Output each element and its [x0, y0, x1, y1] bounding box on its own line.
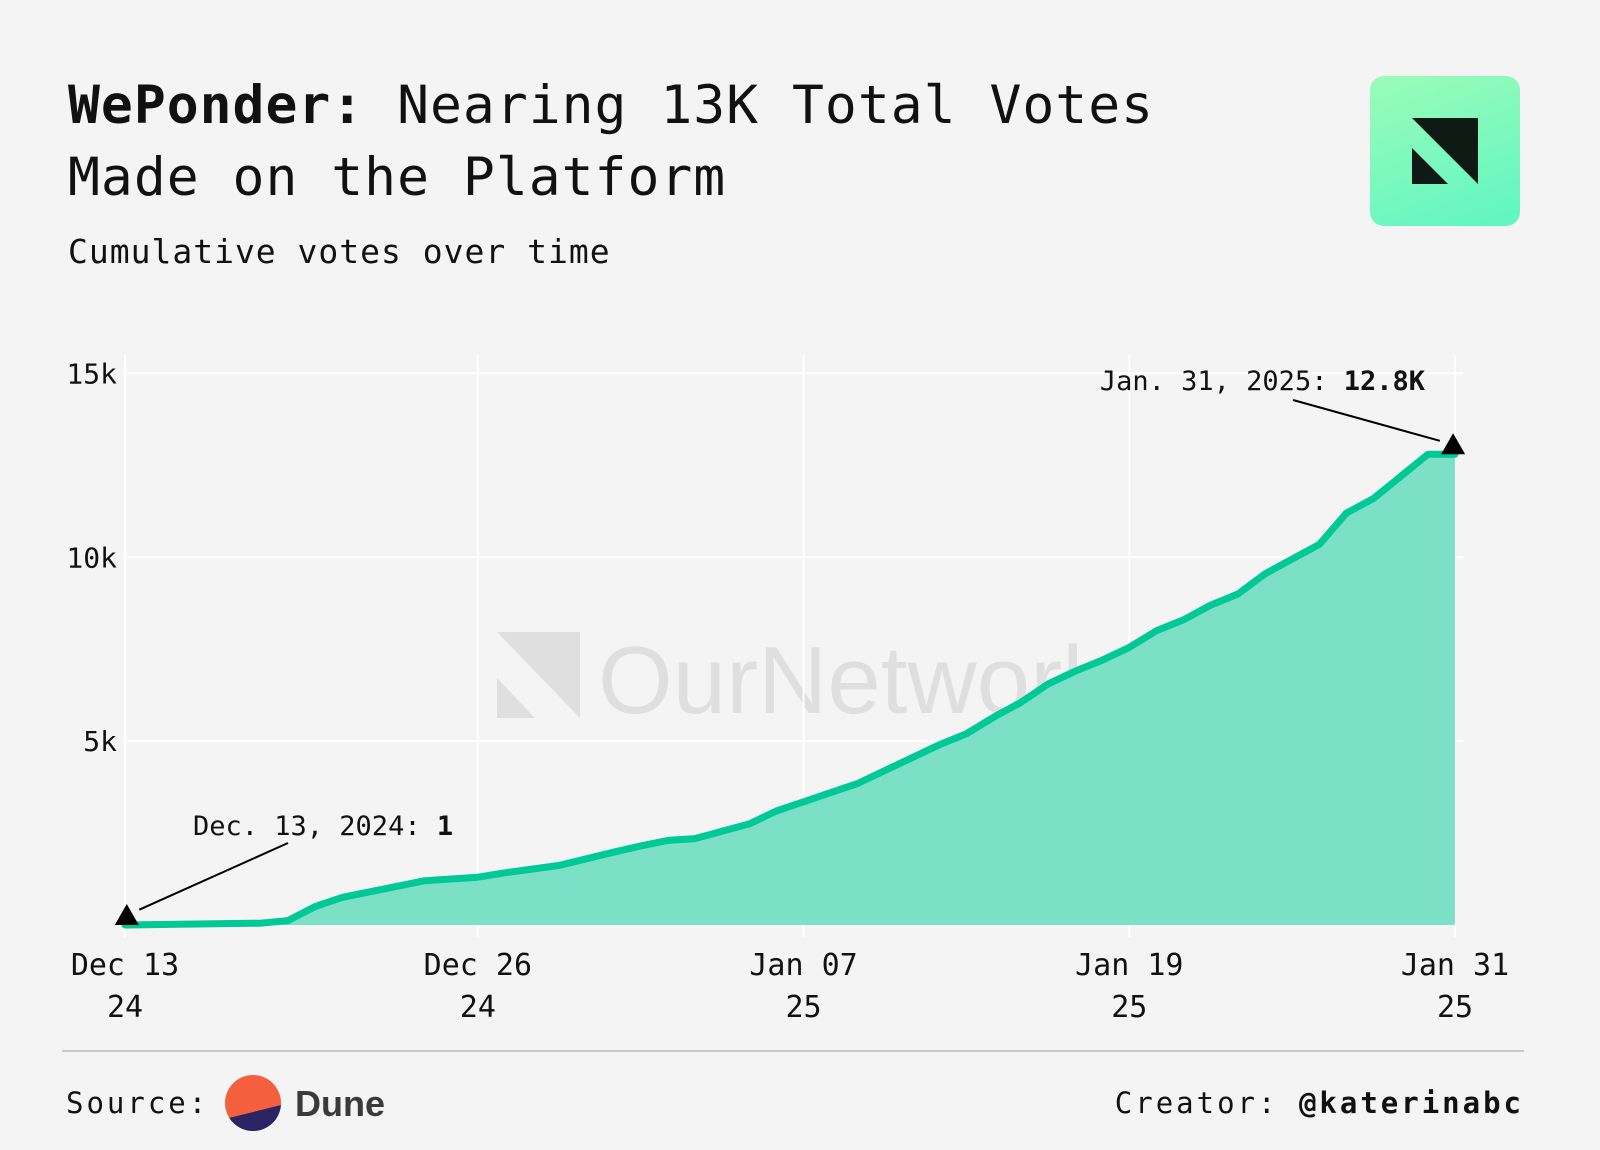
data-point	[1317, 542, 1321, 546]
data-point	[286, 919, 290, 923]
data-point	[259, 921, 263, 925]
x-axis: Dec 13 24 Dec 26 24 Jan 07 25 Jan 19 25 Jan 31 25	[71, 948, 1509, 1025]
data-point	[992, 715, 996, 719]
data-point	[1100, 658, 1104, 662]
data-point	[530, 867, 534, 871]
title-brand: WePonder:	[68, 75, 365, 136]
data-point	[340, 895, 344, 899]
data-point	[883, 769, 887, 773]
data-point	[584, 857, 588, 861]
data-point	[666, 838, 670, 842]
x-tick-label-year: 25	[786, 990, 822, 1025]
annotation-arrowhead-icon	[1441, 433, 1466, 455]
annotation-label: Jan. 31, 2025: 12.8K	[1100, 366, 1426, 397]
data-point	[313, 905, 317, 909]
data-point	[367, 890, 371, 894]
y-tick-label: 10k	[66, 541, 117, 574]
data-point	[422, 879, 426, 883]
data-point	[720, 829, 724, 833]
x-tick-label: Dec 13	[71, 948, 179, 983]
y-tick-label: 5k	[83, 725, 117, 758]
data-point	[829, 791, 833, 795]
data-point	[177, 922, 181, 926]
data-point	[394, 884, 398, 888]
data-point	[557, 863, 561, 867]
annotation-label-value: 12.8K	[1344, 366, 1426, 397]
annotation-label: Dec. 13, 2024: 1	[193, 811, 453, 842]
data-point	[802, 800, 806, 804]
data-point	[1344, 511, 1348, 515]
data-point	[1426, 452, 1430, 456]
data-point	[937, 743, 941, 747]
data-point	[1236, 592, 1240, 596]
data-point	[747, 822, 751, 826]
data-point	[204, 922, 208, 926]
source-name: Dune	[295, 1083, 385, 1124]
creator-handle: @katerinabc	[1298, 1086, 1524, 1120]
x-tick-label-year: 24	[460, 990, 496, 1025]
source-label: Source:	[66, 1086, 210, 1120]
creator-credit: Creator: @katerinabc	[1115, 1086, 1524, 1120]
data-point	[1127, 645, 1131, 649]
x-tick-label: Jan 07	[749, 948, 857, 983]
chart-title: WePonder: Nearing 13K Total Votes Made o…	[68, 70, 1154, 214]
data-point	[232, 922, 236, 926]
annotations: Dec. 13, 2024: 1 Jan. 31, 2025: 12.8K	[114, 366, 1466, 925]
title-line1-rest: Nearing 13K Total Votes	[397, 75, 1155, 136]
annotation-label-prefix: Jan. 31, 2025:	[1100, 366, 1344, 397]
x-tick-label: Jan 19	[1075, 948, 1183, 983]
data-point	[964, 732, 968, 736]
series-area	[125, 454, 1455, 925]
ournetwork-logo-icon	[1370, 76, 1520, 226]
data-point	[150, 923, 154, 927]
data-point	[693, 837, 697, 841]
data-points	[123, 452, 1457, 927]
title-line2: Made on the Platform	[68, 147, 727, 208]
data-point	[1019, 701, 1023, 705]
data-point	[856, 781, 860, 785]
data-point	[910, 756, 914, 760]
data-point	[1182, 618, 1186, 622]
y-axis: 5k 10k 15k	[66, 357, 117, 758]
watermark-logo-icon	[497, 632, 580, 718]
x-tick-label-year: 24	[107, 990, 143, 1025]
data-point	[1372, 496, 1376, 500]
footer-divider	[62, 1050, 1524, 1052]
data-point	[1263, 572, 1267, 576]
data-point	[1290, 557, 1294, 561]
data-point	[639, 844, 643, 848]
x-tick-label: Jan 31	[1401, 948, 1509, 983]
data-point	[1046, 682, 1050, 686]
x-tick-label-year: 25	[1111, 990, 1147, 1025]
data-point	[1209, 603, 1213, 607]
data-point	[476, 875, 480, 879]
annotation-arrow-line	[1292, 399, 1441, 442]
annotation-arrowhead-icon	[114, 903, 139, 925]
chart-subtitle: Cumulative votes over time	[68, 232, 611, 271]
data-point	[1154, 629, 1158, 633]
data-point	[503, 871, 507, 875]
data-point	[1399, 474, 1403, 478]
annotation-label-value: 1	[437, 811, 453, 842]
x-tick-label: Dec 26	[424, 948, 532, 983]
data-point	[612, 850, 616, 854]
dune-logo-icon	[225, 1075, 281, 1131]
annotation-label-prefix: Dec. 13, 2024:	[193, 811, 437, 842]
annotation-arrow-line	[138, 842, 289, 911]
creator-label: Creator:	[1114, 1086, 1279, 1120]
y-tick-label: 15k	[66, 357, 117, 390]
data-point	[774, 809, 778, 813]
x-tick-label-year: 25	[1437, 990, 1473, 1025]
data-point	[449, 877, 453, 881]
series-cumulative-votes	[121, 450, 1459, 929]
data-point	[1073, 669, 1077, 673]
series-line	[121, 450, 1459, 929]
